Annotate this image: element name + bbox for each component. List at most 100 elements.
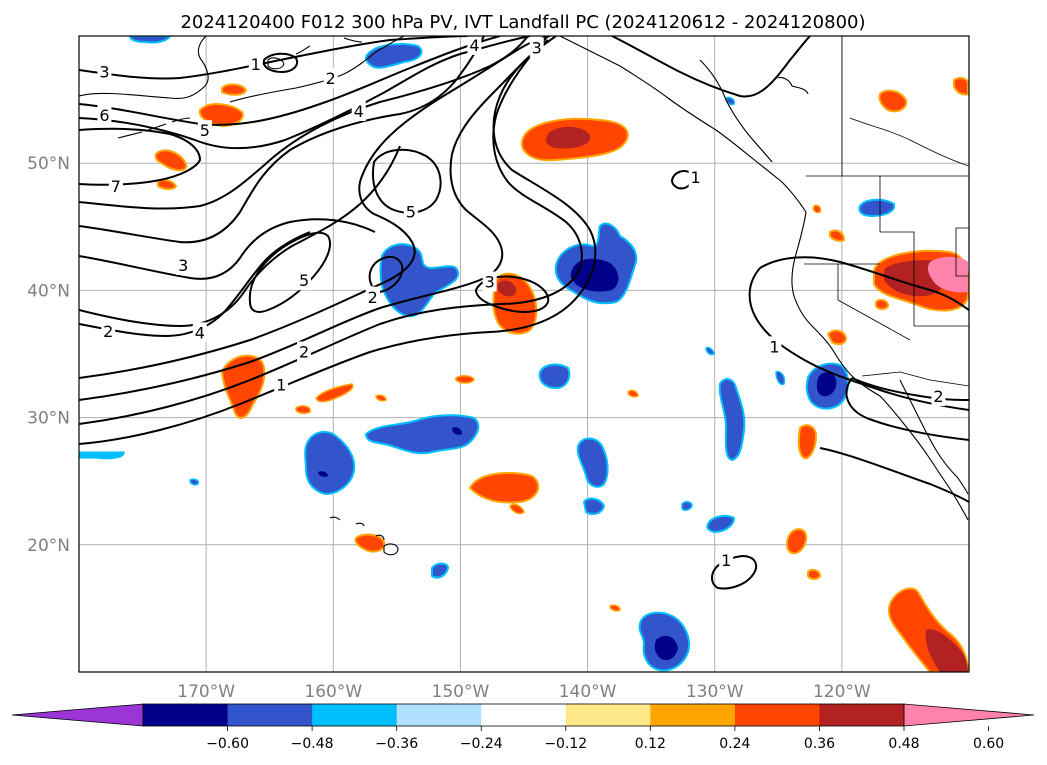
colorbar-tick-label: −0.24 <box>460 736 503 752</box>
contour-label-bg <box>767 336 782 357</box>
contour-5-center <box>372 148 442 214</box>
colorbar-segment <box>312 704 398 726</box>
gridlines <box>79 36 969 672</box>
contour-label-bg <box>323 67 338 88</box>
contour-4-west <box>79 36 529 210</box>
anomaly-negative <box>304 430 356 496</box>
us-west-coast <box>791 211 881 397</box>
anomaly-negative <box>705 346 715 356</box>
contour-label-bg <box>529 37 544 58</box>
contour-6 <box>79 36 501 126</box>
anomaly-positive <box>875 298 890 310</box>
contour-label: 1 <box>769 337 779 356</box>
contour-label-bg <box>108 176 123 197</box>
contour-5-west <box>248 231 332 313</box>
contour-label: 3 <box>485 272 495 291</box>
province-boundary <box>849 117 969 167</box>
anomaly-positive <box>295 405 311 415</box>
contour-label: 2 <box>368 288 378 307</box>
chart-title: 2024120400 F012 300 hPa PV, IVT Landfall… <box>180 12 865 33</box>
contour-3-west <box>79 36 485 244</box>
contour-label: 2 <box>326 69 336 88</box>
contour-label-bg <box>274 374 289 395</box>
coastlines <box>79 36 969 556</box>
hawaii-islands <box>329 516 399 556</box>
contour-1-northeast <box>611 36 811 98</box>
contour-label-bg <box>176 254 191 275</box>
colorbar-outline <box>142 703 905 727</box>
contour-label-bg <box>192 322 207 343</box>
colorbar-tick-label: 0.36 <box>804 736 835 752</box>
anomaly-positive <box>455 375 475 384</box>
contour-label-bg <box>248 53 263 74</box>
political-borders <box>804 36 969 387</box>
contour-label: 5 <box>299 271 309 290</box>
island-dot <box>267 57 285 70</box>
contour-1-alaska <box>262 52 298 74</box>
colorbar-extend-low <box>11 703 144 727</box>
us-mexico-border <box>861 371 969 387</box>
contour-label: 1 <box>251 55 261 74</box>
anomaly-positive <box>375 394 387 402</box>
contour-2-loop <box>368 256 404 293</box>
anomaly-positive <box>609 604 621 612</box>
anomaly-negative-core <box>318 471 328 477</box>
pv-contours <box>79 36 969 590</box>
anomaly-positive <box>797 424 818 460</box>
anomaly-positive <box>509 503 525 515</box>
anomaly-negative <box>189 478 200 486</box>
colorbar-tick-label: −0.36 <box>375 736 418 752</box>
anomaly-positive-peak <box>927 256 968 293</box>
anomaly-negative <box>128 36 172 44</box>
contour-label: 2 <box>103 322 113 341</box>
aleutian-chain <box>117 37 363 139</box>
contour-2-west <box>79 218 376 280</box>
anomaly-negative <box>681 501 693 511</box>
anomaly-negative <box>538 363 571 390</box>
anomaly-positive <box>468 471 540 504</box>
colorbar-segment <box>565 704 651 726</box>
anomaly-negative <box>576 437 609 488</box>
lat-tick-label: 30°N <box>27 409 70 429</box>
lat-tick-label: 20°N <box>27 536 70 556</box>
contour-label-bg <box>197 120 212 141</box>
state-line <box>955 227 969 277</box>
anomaly-negative <box>431 562 450 579</box>
anomaly-positive <box>812 204 822 214</box>
contour-label-bg <box>467 36 482 55</box>
contour-1-west-us <box>748 256 969 411</box>
contour-label: 2 <box>933 387 943 406</box>
state-line <box>804 176 969 341</box>
colorbar-tick-label: −0.60 <box>206 736 249 752</box>
colorbar-tick-label: 0.24 <box>719 736 750 752</box>
anomaly-negative <box>582 497 606 515</box>
gulf-of-california <box>899 379 969 495</box>
contour-4-lower <box>79 145 401 328</box>
colorbar-tick-label: 0.60 <box>973 736 1004 752</box>
colorbar-segment <box>734 704 820 726</box>
anomaly-positive <box>826 329 848 346</box>
anomaly-positive <box>154 149 188 172</box>
anomaly-positive-core <box>497 280 517 297</box>
contour-label-bg <box>97 61 112 82</box>
anomaly-positive-core <box>546 126 591 149</box>
contour-1-south-us <box>819 447 969 503</box>
contour-label: 3 <box>532 38 542 57</box>
contour-4-south <box>79 36 551 379</box>
contour-3-south <box>79 39 549 401</box>
lat-tick-label: 40°N <box>27 281 70 301</box>
negative-anomalies <box>79 36 896 672</box>
colorbar: −0.60 −0.48 −0.36 −0.24 −0.12 0.12 0.24 0.36 0.4… <box>11 703 1035 752</box>
contour-label: 3 <box>178 256 188 275</box>
contour-label-bg <box>931 385 946 406</box>
contour-3-loop <box>474 275 550 313</box>
contour-3-north <box>79 36 471 80</box>
colorbar-tick-label: 0.48 <box>888 736 919 752</box>
gulf-of-alaska-coast <box>559 36 807 213</box>
alaska-peninsula <box>229 36 405 103</box>
colorbar-segment <box>396 704 482 726</box>
contour-2-baja <box>845 377 969 441</box>
contour-label: 4 <box>195 323 205 342</box>
